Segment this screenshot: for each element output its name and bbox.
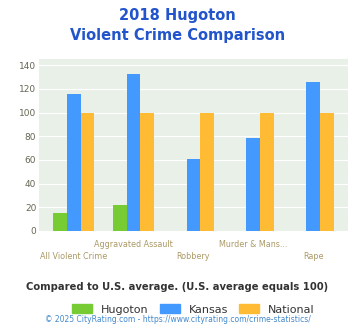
Legend: Hugoton, Kansas, National: Hugoton, Kansas, National xyxy=(72,304,315,315)
Text: Compared to U.S. average. (U.S. average equals 100): Compared to U.S. average. (U.S. average … xyxy=(26,282,329,292)
Bar xyxy=(200,113,214,231)
Bar xyxy=(53,213,67,231)
Text: Robbery: Robbery xyxy=(177,252,210,261)
Bar xyxy=(67,94,81,231)
Text: Aggravated Assault: Aggravated Assault xyxy=(94,241,173,249)
Bar xyxy=(113,205,127,231)
Bar xyxy=(141,113,154,231)
Text: 2018 Hugoton: 2018 Hugoton xyxy=(119,8,236,23)
Text: Rape: Rape xyxy=(303,252,323,261)
Text: Murder & Mans...: Murder & Mans... xyxy=(219,241,288,249)
Bar xyxy=(306,82,320,231)
Bar xyxy=(246,138,260,231)
Bar xyxy=(127,74,141,231)
Text: © 2025 CityRating.com - https://www.cityrating.com/crime-statistics/: © 2025 CityRating.com - https://www.city… xyxy=(45,315,310,324)
Bar xyxy=(260,113,274,231)
Text: Violent Crime Comparison: Violent Crime Comparison xyxy=(70,28,285,43)
Bar xyxy=(81,113,94,231)
Text: All Violent Crime: All Violent Crime xyxy=(40,252,107,261)
Bar xyxy=(320,113,334,231)
Bar xyxy=(187,159,200,231)
